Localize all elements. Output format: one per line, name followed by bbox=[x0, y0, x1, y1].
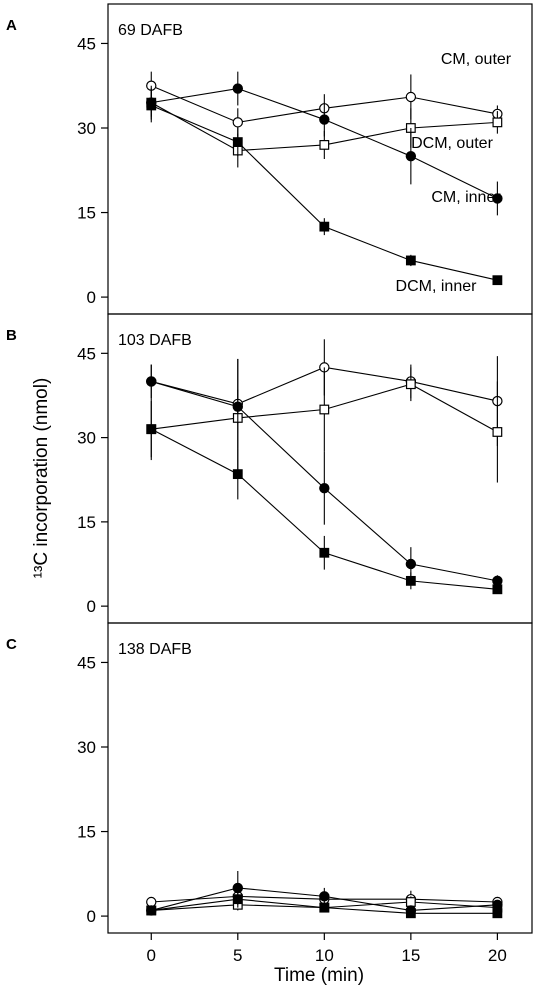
y-tick-label: 0 bbox=[87, 907, 96, 926]
x-tick-label: 15 bbox=[401, 946, 420, 965]
data-point bbox=[232, 117, 243, 128]
data-point bbox=[492, 584, 503, 595]
data-point bbox=[405, 897, 416, 907]
panel-letter: C bbox=[6, 636, 17, 653]
y-tick-label: 0 bbox=[87, 288, 96, 307]
data-point bbox=[146, 424, 157, 435]
panel-letter: A bbox=[6, 17, 17, 34]
data-point bbox=[319, 140, 330, 150]
data-point bbox=[492, 899, 503, 911]
x-tick-label: 20 bbox=[488, 946, 507, 965]
panel-title: 138 DAFB bbox=[118, 641, 192, 658]
data-point bbox=[146, 896, 157, 908]
data-point bbox=[492, 575, 503, 587]
x-tick-label: 10 bbox=[315, 946, 334, 965]
series-label: CM, outer bbox=[441, 51, 512, 68]
series-label: DCM, outer bbox=[411, 135, 493, 152]
y-tick-label: 15 bbox=[77, 823, 96, 842]
panel-frame bbox=[107, 622, 533, 934]
y-tick-label: 15 bbox=[77, 513, 96, 532]
panel-title: 69 DAFB bbox=[118, 22, 183, 39]
y-tick-label: 30 bbox=[77, 119, 96, 138]
data-point bbox=[405, 379, 416, 390]
data-point bbox=[405, 908, 416, 919]
data-point bbox=[405, 150, 417, 162]
data-point bbox=[492, 193, 503, 204]
x-tick-label: 5 bbox=[233, 946, 242, 965]
data-point bbox=[319, 891, 330, 902]
data-point bbox=[319, 902, 330, 913]
panel-title: 103 DAFB bbox=[118, 332, 192, 349]
data-point bbox=[492, 908, 503, 919]
data-point bbox=[492, 427, 503, 437]
series-label: DCM, inner bbox=[396, 278, 478, 295]
data-point bbox=[232, 401, 243, 412]
y-tick-label: 45 bbox=[77, 653, 96, 672]
x-tick-label: 0 bbox=[147, 946, 156, 965]
panel-b: B 103 DAFB 0 15 30 45 bbox=[6, 313, 533, 624]
data-point bbox=[232, 137, 243, 147]
data-point bbox=[405, 558, 417, 570]
panel-letter: B bbox=[6, 327, 17, 344]
panel-a: A 69 DAFB 0 15 30 45 CM, outer DCM, outer CM, in… bbox=[6, 3, 533, 315]
y-tick-label: 30 bbox=[77, 429, 96, 448]
filled-square-series bbox=[146, 890, 503, 919]
series-label: CM, inner bbox=[431, 189, 501, 206]
y-axis-title: ¹³C incorporation (nmol) bbox=[31, 378, 52, 579]
panel-c: C 138 DAFB 0 15 30 45 0 5 10 15 20 bbox=[6, 622, 533, 965]
data-point bbox=[319, 547, 330, 558]
y-tick-label: 15 bbox=[77, 204, 96, 223]
data-point bbox=[232, 83, 243, 94]
data-point bbox=[492, 275, 503, 286]
filled-square-series bbox=[146, 88, 503, 286]
filled-circle-series bbox=[146, 871, 503, 916]
y-tick-label: 45 bbox=[77, 34, 96, 53]
y-tick-label: 0 bbox=[87, 597, 96, 616]
panel-frame bbox=[107, 313, 533, 624]
data-point bbox=[146, 905, 157, 916]
data-point bbox=[319, 221, 330, 232]
data-point bbox=[232, 469, 243, 480]
data-point bbox=[319, 404, 330, 415]
filled-square-series bbox=[146, 401, 503, 595]
data-point bbox=[405, 91, 417, 103]
data-point bbox=[405, 575, 416, 586]
data-point bbox=[319, 482, 330, 494]
data-point bbox=[146, 376, 157, 387]
data-point bbox=[232, 894, 243, 905]
y-tick-label: 30 bbox=[77, 738, 96, 757]
x-axis-title: Time (min) bbox=[274, 965, 364, 986]
data-point bbox=[319, 114, 330, 125]
data-point bbox=[146, 100, 157, 111]
data-point bbox=[492, 117, 503, 128]
data-point bbox=[405, 255, 416, 266]
y-tick-label: 45 bbox=[77, 344, 96, 363]
